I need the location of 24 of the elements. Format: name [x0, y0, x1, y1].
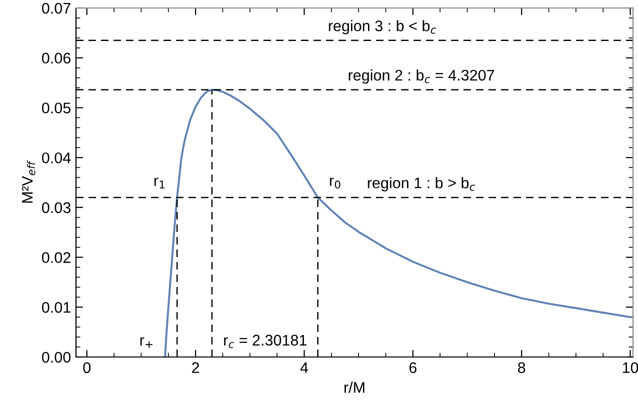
x-axis-title: r/M	[344, 382, 364, 393]
x-tick-label: 8	[518, 362, 526, 374]
x-tick-label: 0	[83, 362, 91, 374]
annotation: region 2 : b$_{c}$ = 4.3207	[348, 69, 494, 84]
x-tick-label: 6	[409, 362, 416, 374]
annotation: region 3 : b < b$_{c}$	[328, 20, 436, 34]
x-tick-label: 10	[622, 362, 638, 374]
x-tick-label: 2	[192, 362, 200, 373]
y-tick-label: 0.03	[42, 202, 70, 214]
y-tick-label: 0.02	[42, 252, 70, 263]
annotation: region 1 : b > b$_{c}$	[368, 177, 476, 192]
y-tick-label: 0.07	[42, 2, 70, 14]
annotation: r$_{+}$	[140, 337, 152, 348]
y-tick-label: 0.04	[42, 152, 71, 164]
annotation: r$_{c}$ = 2.30181	[224, 334, 306, 348]
line-series	[164, 88, 632, 357]
y-tick-label: 0.06	[42, 52, 70, 64]
y-tick-label: 0.00	[42, 352, 71, 363]
annotation: r$_{1}$	[154, 178, 164, 188]
annotation: r$_{0}$	[330, 178, 340, 189]
y-tick-label: 0.05	[42, 102, 70, 114]
y-tick-label: 0.01	[42, 302, 70, 313]
x-tick-label: 4	[300, 362, 308, 373]
y-axis-title: M²V$_{eff}$	[22, 160, 36, 203]
